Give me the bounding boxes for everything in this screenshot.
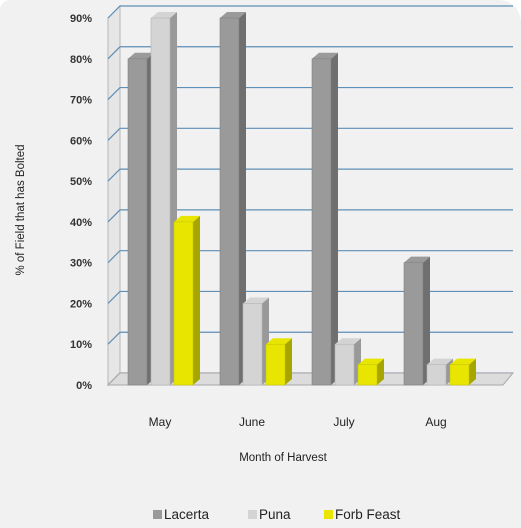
gridline: [107, 209, 513, 223]
bar-top: [220, 12, 246, 18]
bar-puna: [426, 364, 447, 386]
gridline: [107, 331, 513, 345]
y-tick-label: 20%: [70, 298, 92, 310]
bar-top: [427, 358, 453, 365]
legend-label: Lacerta: [164, 507, 210, 522]
x-tick-label: Aug: [425, 415, 446, 429]
bar-top: [243, 297, 269, 304]
legend-swatch-lacerta: [153, 510, 162, 519]
bar-top: [404, 256, 430, 263]
bar-top: [312, 52, 338, 59]
legend-swatch-puna: [248, 510, 257, 519]
bar-top: [266, 338, 292, 345]
legend-label: Forb Feast: [335, 507, 401, 522]
bar-lacerta: [219, 17, 240, 386]
x-tick-label: May: [149, 415, 172, 429]
bar-side: [377, 358, 384, 385]
y-tick-label: 80%: [70, 54, 92, 66]
bar-lacerta: [403, 262, 424, 386]
y-axis-title: % of Field that has Bolted: [15, 144, 27, 275]
bar-side: [193, 215, 200, 385]
gridline: [107, 168, 513, 182]
gridline: [107, 46, 513, 60]
bar-top: [174, 215, 200, 222]
gridline: [107, 290, 513, 304]
bar-forb-feast: [357, 364, 378, 386]
gridline: [107, 250, 513, 264]
x-tick-label: July: [333, 415, 354, 429]
y-tick-label: 50%: [70, 176, 92, 188]
legend-swatch-forb-feast: [324, 510, 333, 519]
bar-forb-feast: [173, 221, 194, 386]
gridline: [107, 86, 513, 100]
gridline: [107, 127, 513, 141]
y-tick-label: 90%: [70, 13, 92, 25]
bar-puna: [334, 343, 355, 386]
legend-label: Puna: [259, 507, 291, 522]
bar-top: [358, 358, 384, 365]
bar-forb-feast: [449, 364, 470, 386]
side-wall: [107, 4, 121, 387]
bar-side: [469, 358, 476, 385]
bar-top: [335, 338, 361, 345]
bar-lacerta: [127, 58, 148, 386]
y-tick-label: 40%: [70, 217, 92, 229]
bar-top: [128, 52, 154, 59]
bar-lacerta: [311, 58, 332, 386]
bar-side: [239, 12, 246, 385]
bar-top: [151, 12, 177, 18]
bar-forb-feast: [265, 343, 286, 386]
y-tick-label: 0%: [76, 380, 92, 392]
y-tick-label: 30%: [70, 258, 92, 270]
y-tick-label: 70%: [70, 95, 92, 107]
bar-top: [450, 358, 476, 365]
bar-side: [285, 338, 292, 385]
bar-side: [331, 52, 338, 386]
bar-puna: [242, 303, 263, 386]
x-axis-title: Month of Harvest: [239, 452, 327, 464]
bar-side: [423, 256, 430, 385]
y-tick-label: 60%: [70, 135, 92, 147]
x-tick-label: June: [239, 415, 265, 429]
y-tick-label: 10%: [70, 339, 92, 351]
gridline: [107, 5, 513, 19]
bar-puna: [150, 17, 171, 386]
